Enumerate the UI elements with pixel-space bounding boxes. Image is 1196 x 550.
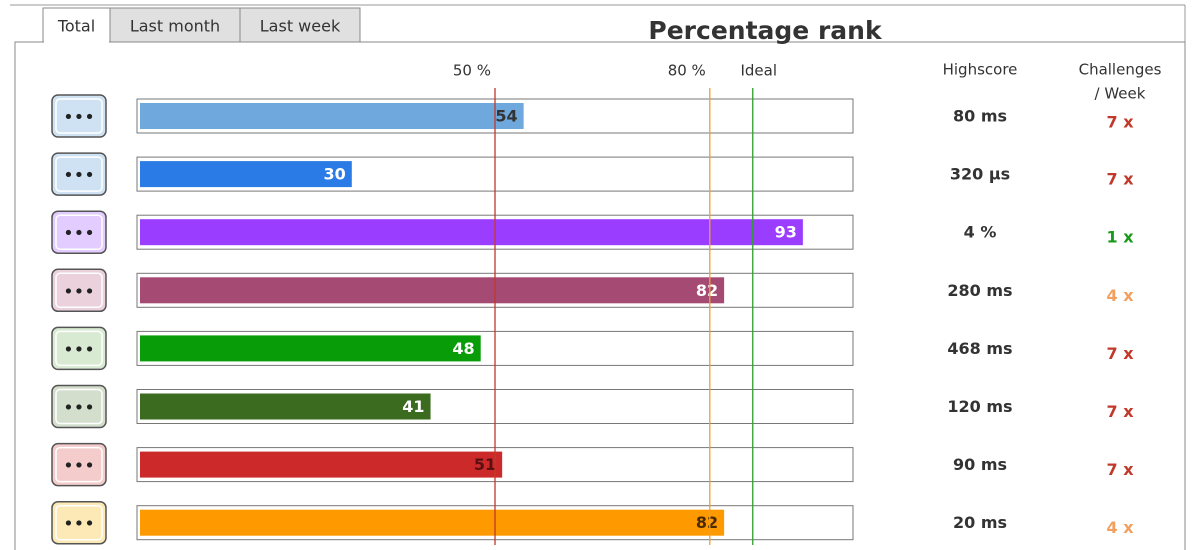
tab[interactable] [239,7,361,43]
tab-label[interactable]: Last month [130,17,220,36]
tab[interactable] [42,7,111,43]
highscore: 20 ms [953,513,1007,532]
icon [51,94,107,138]
highscore: 80 ms [953,107,1007,126]
bar-value-label: 41 [402,397,424,416]
chart-title: Percentage rank [648,16,883,45]
bar [140,393,431,420]
icon-inner [55,156,103,192]
reference-label: 50 % [453,62,491,80]
icon [51,326,107,371]
bar [140,451,503,478]
icon-inner [55,98,103,134]
icon-inner [55,388,103,425]
highscore: 280 ms [947,281,1012,300]
challenges: 1 x [1106,228,1134,247]
icon-glyph: ••• [63,514,95,535]
icon [51,268,107,313]
bar [140,335,481,362]
bar [140,509,725,536]
bar-value-label: 48 [452,339,474,358]
highscore: 4 % [964,223,997,242]
icon-glyph: ••• [63,339,95,360]
challenges: 7 x [1106,113,1134,132]
icon-glyph: ••• [63,456,95,477]
tab[interactable] [109,7,241,43]
icon-glyph: ••• [63,281,95,302]
icon-glyph: ••• [63,107,95,128]
challenges: 7 x [1106,344,1134,363]
panel [14,41,1186,550]
column-header: Challenges [1079,61,1162,79]
bar-value-label: 30 [324,165,346,184]
reference-label: 80 % [668,62,706,80]
challenges: 4 x [1106,518,1134,537]
icon-inner [55,504,103,541]
bar-value-label: 82 [696,513,718,532]
tab-label[interactable]: Last week [260,17,341,36]
highscore: 468 ms [947,339,1012,358]
bar [140,219,803,246]
icon-inner [55,446,103,483]
icon [51,442,107,487]
icon-inner [55,330,103,367]
challenges: 7 x [1106,460,1134,479]
highscore: 320 µs [950,165,1010,184]
bar-value-label: 51 [474,455,496,474]
challenges: 7 x [1106,402,1134,421]
bar-value-label: 54 [495,107,517,126]
challenges: 4 x [1106,286,1134,305]
bar [140,277,725,304]
challenges: 7 x [1106,170,1134,189]
icon-glyph: ••• [63,165,95,186]
bar [140,161,352,188]
bar [140,103,524,129]
bar-value-label: 93 [775,223,797,242]
column-header: Highscore [943,61,1018,79]
icon-glyph: ••• [63,398,95,419]
tab-label[interactable]: Total [57,17,95,36]
icon-glyph: ••• [63,223,95,244]
icon-inner [55,272,103,309]
bar-value-label: 82 [696,281,718,300]
highscore: 120 ms [947,397,1012,416]
icon [51,500,107,545]
icon [51,384,107,429]
icon [51,210,107,254]
column-header: / Week [1095,85,1146,103]
highscore: 90 ms [953,455,1007,474]
icon-inner [55,214,103,250]
icon [51,152,107,196]
reference-label: Ideal [740,62,777,80]
